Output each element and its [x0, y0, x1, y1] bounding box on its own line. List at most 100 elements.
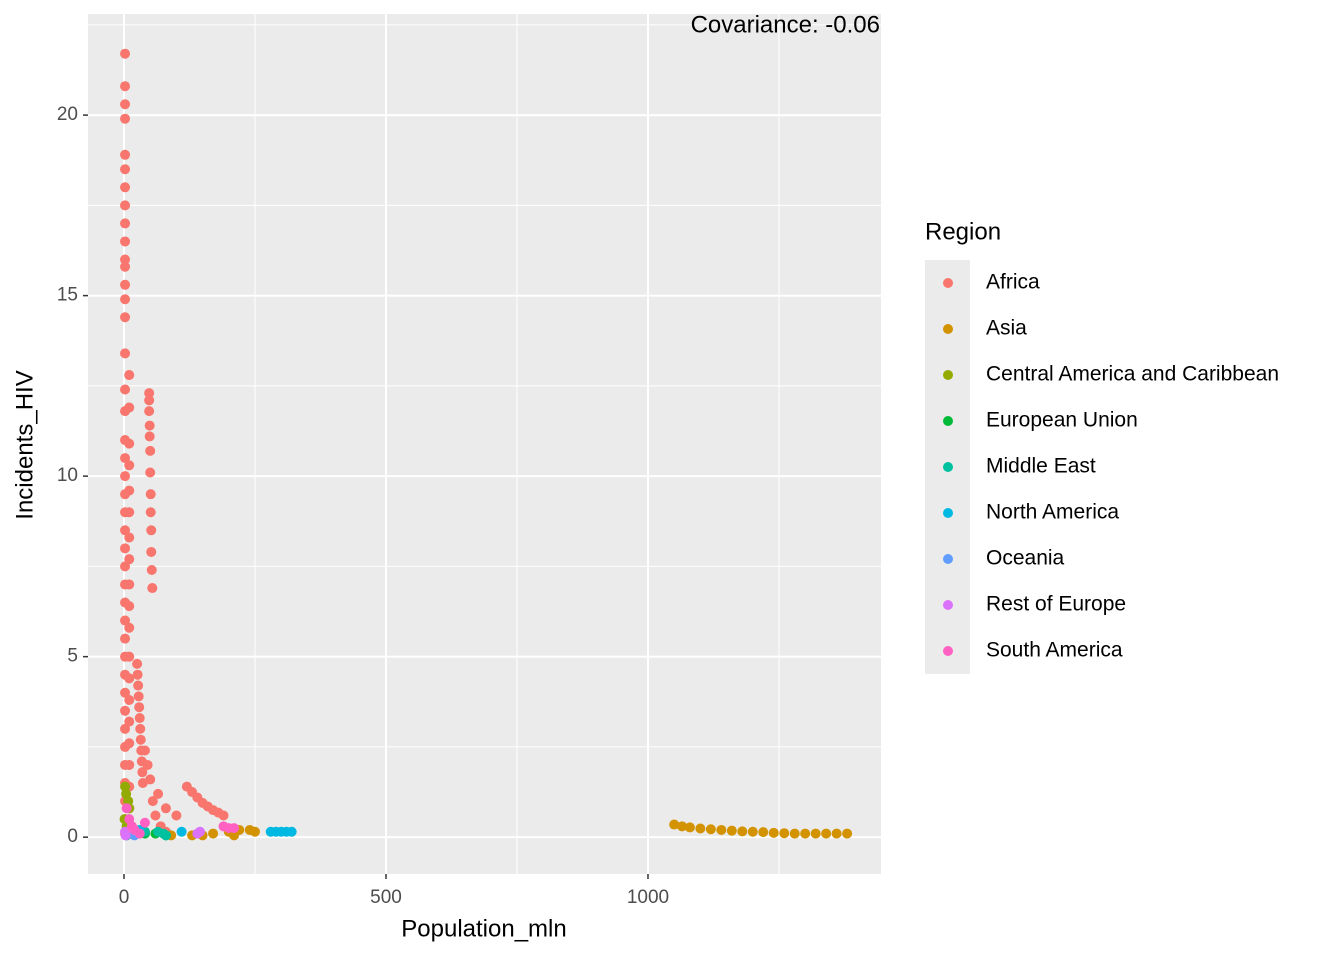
x-tick-label: 0 [119, 887, 130, 908]
point [124, 579, 135, 590]
point [133, 680, 144, 691]
legend-title: Region [925, 218, 1001, 245]
point [144, 388, 155, 399]
y-tick-label: 0 [67, 826, 78, 847]
point [145, 445, 156, 456]
point [124, 485, 135, 496]
point [153, 788, 164, 799]
point [768, 827, 779, 838]
legend-key [943, 646, 953, 656]
point [758, 827, 769, 838]
point [146, 525, 157, 536]
point [124, 738, 135, 749]
point [144, 420, 155, 431]
point [134, 828, 145, 839]
point [120, 543, 131, 554]
y-axis-label: Incidents_HIV [11, 370, 38, 519]
panel [88, 14, 881, 874]
point [124, 673, 135, 684]
point [810, 828, 821, 839]
point [132, 669, 143, 680]
point [120, 615, 131, 626]
point [120, 294, 131, 305]
point [120, 261, 131, 272]
point [120, 279, 131, 290]
legend-key [943, 370, 953, 380]
point [695, 823, 706, 834]
point [144, 406, 155, 417]
point [120, 218, 131, 229]
legend-key [943, 416, 953, 426]
y-tick-label: 20 [57, 104, 78, 125]
point [145, 489, 156, 500]
point [147, 796, 158, 807]
legend-label: North America [986, 501, 1119, 524]
point [120, 633, 131, 644]
legend-label: Rest of Europe [986, 593, 1126, 616]
point [145, 774, 156, 785]
point [208, 828, 219, 839]
point [821, 828, 832, 839]
legend-key [943, 324, 953, 334]
point [229, 830, 240, 841]
point [120, 149, 131, 160]
y-tick-label: 10 [57, 465, 78, 486]
point [789, 828, 800, 839]
y-tick-label: 5 [67, 646, 78, 667]
point [139, 817, 150, 828]
point [249, 826, 260, 837]
point [120, 236, 131, 247]
point [135, 723, 146, 734]
legend-label: European Union [986, 409, 1138, 432]
point [137, 767, 148, 778]
point [120, 705, 131, 716]
point [218, 810, 229, 821]
point [133, 691, 144, 702]
point [120, 384, 131, 395]
point [120, 348, 131, 359]
point [124, 370, 135, 381]
point [120, 471, 131, 482]
point [831, 828, 842, 839]
point [124, 694, 135, 705]
legend-key [943, 554, 953, 564]
point [124, 532, 135, 543]
legend-label: Africa [986, 271, 1040, 294]
legend-label: Middle East [986, 455, 1096, 478]
x-axis-label: Population_mln [401, 915, 566, 942]
point [124, 759, 135, 770]
point [124, 507, 135, 518]
point [134, 702, 145, 713]
legend-key [943, 278, 953, 288]
point [150, 810, 161, 821]
point [132, 658, 143, 669]
point [124, 601, 135, 612]
point [120, 453, 131, 464]
point [124, 460, 135, 471]
point [142, 759, 153, 770]
x-tick-label: 1000 [627, 887, 669, 908]
point [684, 822, 695, 833]
point [124, 554, 135, 565]
point [120, 99, 131, 110]
point [160, 830, 171, 841]
legend-label: Central America and Caribbean [986, 363, 1279, 386]
point [134, 713, 145, 724]
point [120, 830, 131, 841]
point [705, 824, 716, 835]
point [669, 819, 680, 830]
legend-label: Asia [986, 317, 1027, 340]
point [194, 826, 205, 837]
point [145, 467, 156, 478]
legend-label: Oceania [986, 547, 1065, 570]
y-tick-label: 15 [57, 285, 78, 306]
x-tick-label: 500 [370, 887, 402, 908]
legend-label: South America [986, 639, 1123, 662]
point [120, 182, 131, 193]
point [120, 113, 131, 124]
point [147, 583, 158, 594]
point [120, 723, 131, 734]
point [737, 826, 748, 837]
legend-key [943, 508, 953, 518]
point [120, 561, 131, 572]
